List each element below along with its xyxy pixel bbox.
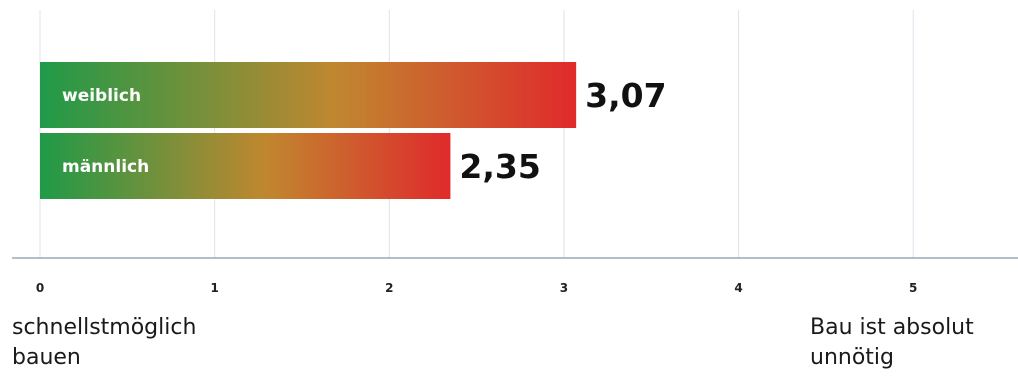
value-label-1: 2,35 [459, 147, 540, 186]
bar-label-1: männlich [62, 157, 149, 177]
bar-label-0: weiblich [62, 86, 141, 106]
x-axis-ticks: 0 1 2 3 4 5 [36, 281, 918, 295]
scale-low-label: schnellstmöglich bauen [12, 315, 197, 370]
bars: weiblich 3,07 männlich 2,35 [40, 62, 667, 199]
x-tick-label-2: 2 [385, 281, 393, 295]
x-tick-label-0: 0 [36, 281, 44, 295]
scale-high-label: Bau ist absolut unnötig [810, 315, 974, 370]
bar-1 [40, 133, 451, 199]
x-tick-label-1: 1 [210, 281, 218, 295]
x-tick-label-3: 3 [560, 281, 568, 295]
grid [12, 10, 1018, 259]
x-tick-label-5: 5 [909, 281, 917, 295]
bar-0 [40, 62, 577, 128]
x-tick-label-4: 4 [734, 281, 742, 295]
value-label-0: 3,07 [585, 76, 666, 115]
